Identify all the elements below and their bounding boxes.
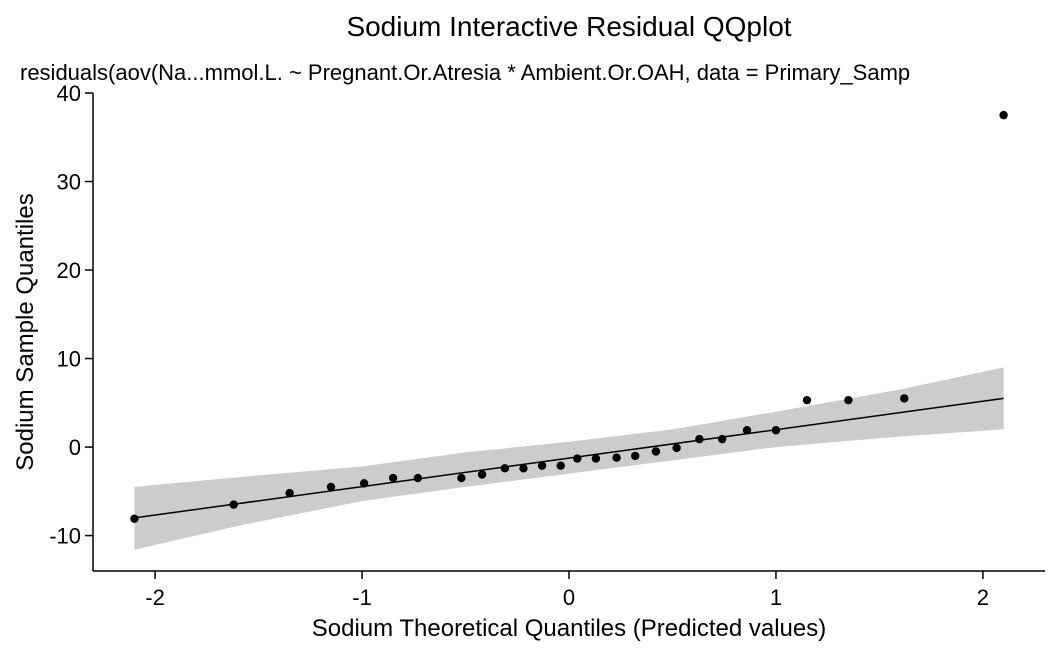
x-axis-title: Sodium Theoretical Quantiles (Predicted … bbox=[312, 615, 826, 642]
data-point bbox=[900, 394, 909, 403]
data-point bbox=[612, 453, 621, 462]
data-point bbox=[999, 110, 1008, 120]
data-point bbox=[631, 451, 640, 461]
y-tick-label: 30 bbox=[57, 170, 81, 195]
data-point bbox=[651, 447, 661, 456]
x-axis-ticks: -2 -1 0 1 2 bbox=[145, 571, 989, 610]
data-point bbox=[359, 479, 369, 488]
x-tick-label: 2 bbox=[977, 585, 989, 610]
data-point bbox=[573, 454, 582, 463]
data-point bbox=[844, 395, 853, 405]
data-point bbox=[413, 473, 423, 483]
plot-area bbox=[130, 110, 1008, 550]
data-point bbox=[285, 488, 294, 498]
data-point bbox=[388, 473, 398, 483]
chart-subtitle: residuals(aov(Na...mmol.L. ~ Pregnant.Or… bbox=[20, 60, 910, 85]
y-tick-label: -10 bbox=[49, 524, 81, 549]
y-tick-label: 10 bbox=[57, 347, 81, 372]
data-point bbox=[229, 500, 238, 509]
chart-title: Sodium Interactive Residual QQplot bbox=[346, 11, 791, 42]
data-point bbox=[591, 454, 601, 463]
data-points-layer bbox=[130, 110, 1008, 523]
x-tick-label: -1 bbox=[352, 585, 372, 610]
x-tick-label: -2 bbox=[145, 585, 165, 610]
data-point bbox=[802, 395, 812, 405]
data-point bbox=[326, 482, 336, 492]
y-tick-label: 0 bbox=[69, 435, 81, 460]
data-point bbox=[130, 514, 139, 523]
data-point bbox=[500, 464, 510, 473]
y-axis-title: Sodium Sample Quantiles bbox=[12, 193, 39, 470]
y-tick-label: 40 bbox=[57, 81, 81, 106]
data-point bbox=[717, 434, 727, 444]
data-point bbox=[672, 443, 681, 453]
data-point bbox=[537, 461, 547, 470]
reference-line bbox=[134, 397, 1004, 519]
y-axis-ticks: -10 0 10 20 30 40 bbox=[49, 81, 93, 549]
data-point bbox=[771, 426, 781, 435]
data-point bbox=[742, 426, 752, 435]
data-point bbox=[519, 464, 528, 473]
y-tick-label: 20 bbox=[57, 258, 81, 283]
data-point bbox=[556, 461, 565, 470]
data-point bbox=[457, 473, 466, 483]
data-point bbox=[477, 470, 487, 479]
data-point bbox=[695, 434, 704, 444]
x-tick-label: 1 bbox=[770, 585, 782, 610]
reference-line-layer bbox=[134, 397, 1004, 519]
x-tick-label: 0 bbox=[563, 585, 575, 610]
